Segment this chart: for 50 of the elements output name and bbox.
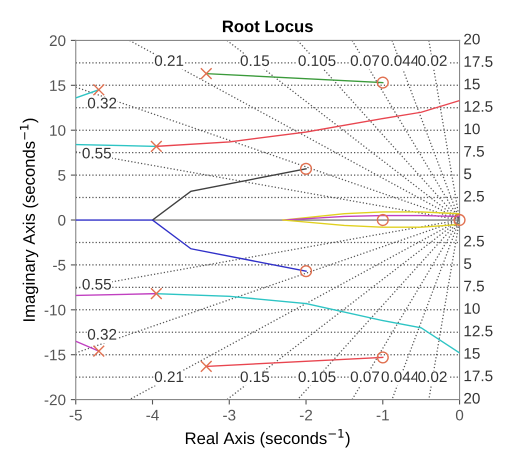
series-label: 5 [464,168,472,180]
text: 0.55 [82,278,111,290]
y-tick-label: -15 [44,350,66,360]
series-label: 7.5 [464,146,484,157]
series-label: 0.02 [418,55,447,66]
series-label: 15 [464,348,480,359]
text: 20 [464,34,480,45]
series-label: 0.32 [88,328,116,340]
text: 0.15 [240,371,270,382]
y-tick-label: 10 [50,125,66,136]
x-tick-label: 0 [456,410,464,421]
text: 0.044 [382,55,419,66]
series-label: 12.5 [464,326,492,336]
series-label: 0.21 [154,371,184,382]
x-tick-label: -1 [376,410,389,420]
text: 0.105 [298,371,336,382]
series-label: 2.5 [464,236,484,247]
text: 20 [464,392,480,404]
y-tick-label: -20 [44,394,66,406]
series-label: 10 [464,303,480,314]
series-label: 2.5 [464,190,484,202]
series-label: 12.5 [464,101,492,112]
y-tick-label: 0 [58,214,66,226]
series-label: 10 [464,123,480,134]
x-tick-label: -4 [146,410,159,420]
text: 0.02 [418,371,447,382]
y-tick-label: -5 [53,260,66,271]
text: 0.32 [88,98,116,108]
series-label: 5 [464,258,472,270]
x-tick-label: -2 [300,410,312,420]
series-label: 17.5 [464,370,492,382]
y-axis-title: Imaginary Axis (seconds$^{−1}$) [20,118,38,321]
x-axis-title: Real Axis (seconds$^{−1}$) [186,429,350,448]
series-label: 15 [464,78,480,90]
text: 0.07 [350,371,380,382]
y-tick-label: 5 [58,170,66,181]
series-label: 0.07 [350,55,380,66]
series-label: 0.15 [240,55,270,66]
x-tick-label: -3 [223,410,236,421]
chart-title: Root Locus [222,20,313,32]
x-tick-label: -5 [70,410,82,421]
series-label: 0.55 [82,148,111,159]
text: 0.21 [154,55,184,66]
y-tick-label: 15 [50,80,66,91]
series-label: 0.044 [382,371,419,382]
series-label: 0.105 [298,55,336,66]
y-tick-label: 20 [50,35,66,46]
series-label: 7.5 [464,280,484,292]
series-label: 17.5 [464,56,492,67]
y-tick-label: -10 [44,304,66,316]
